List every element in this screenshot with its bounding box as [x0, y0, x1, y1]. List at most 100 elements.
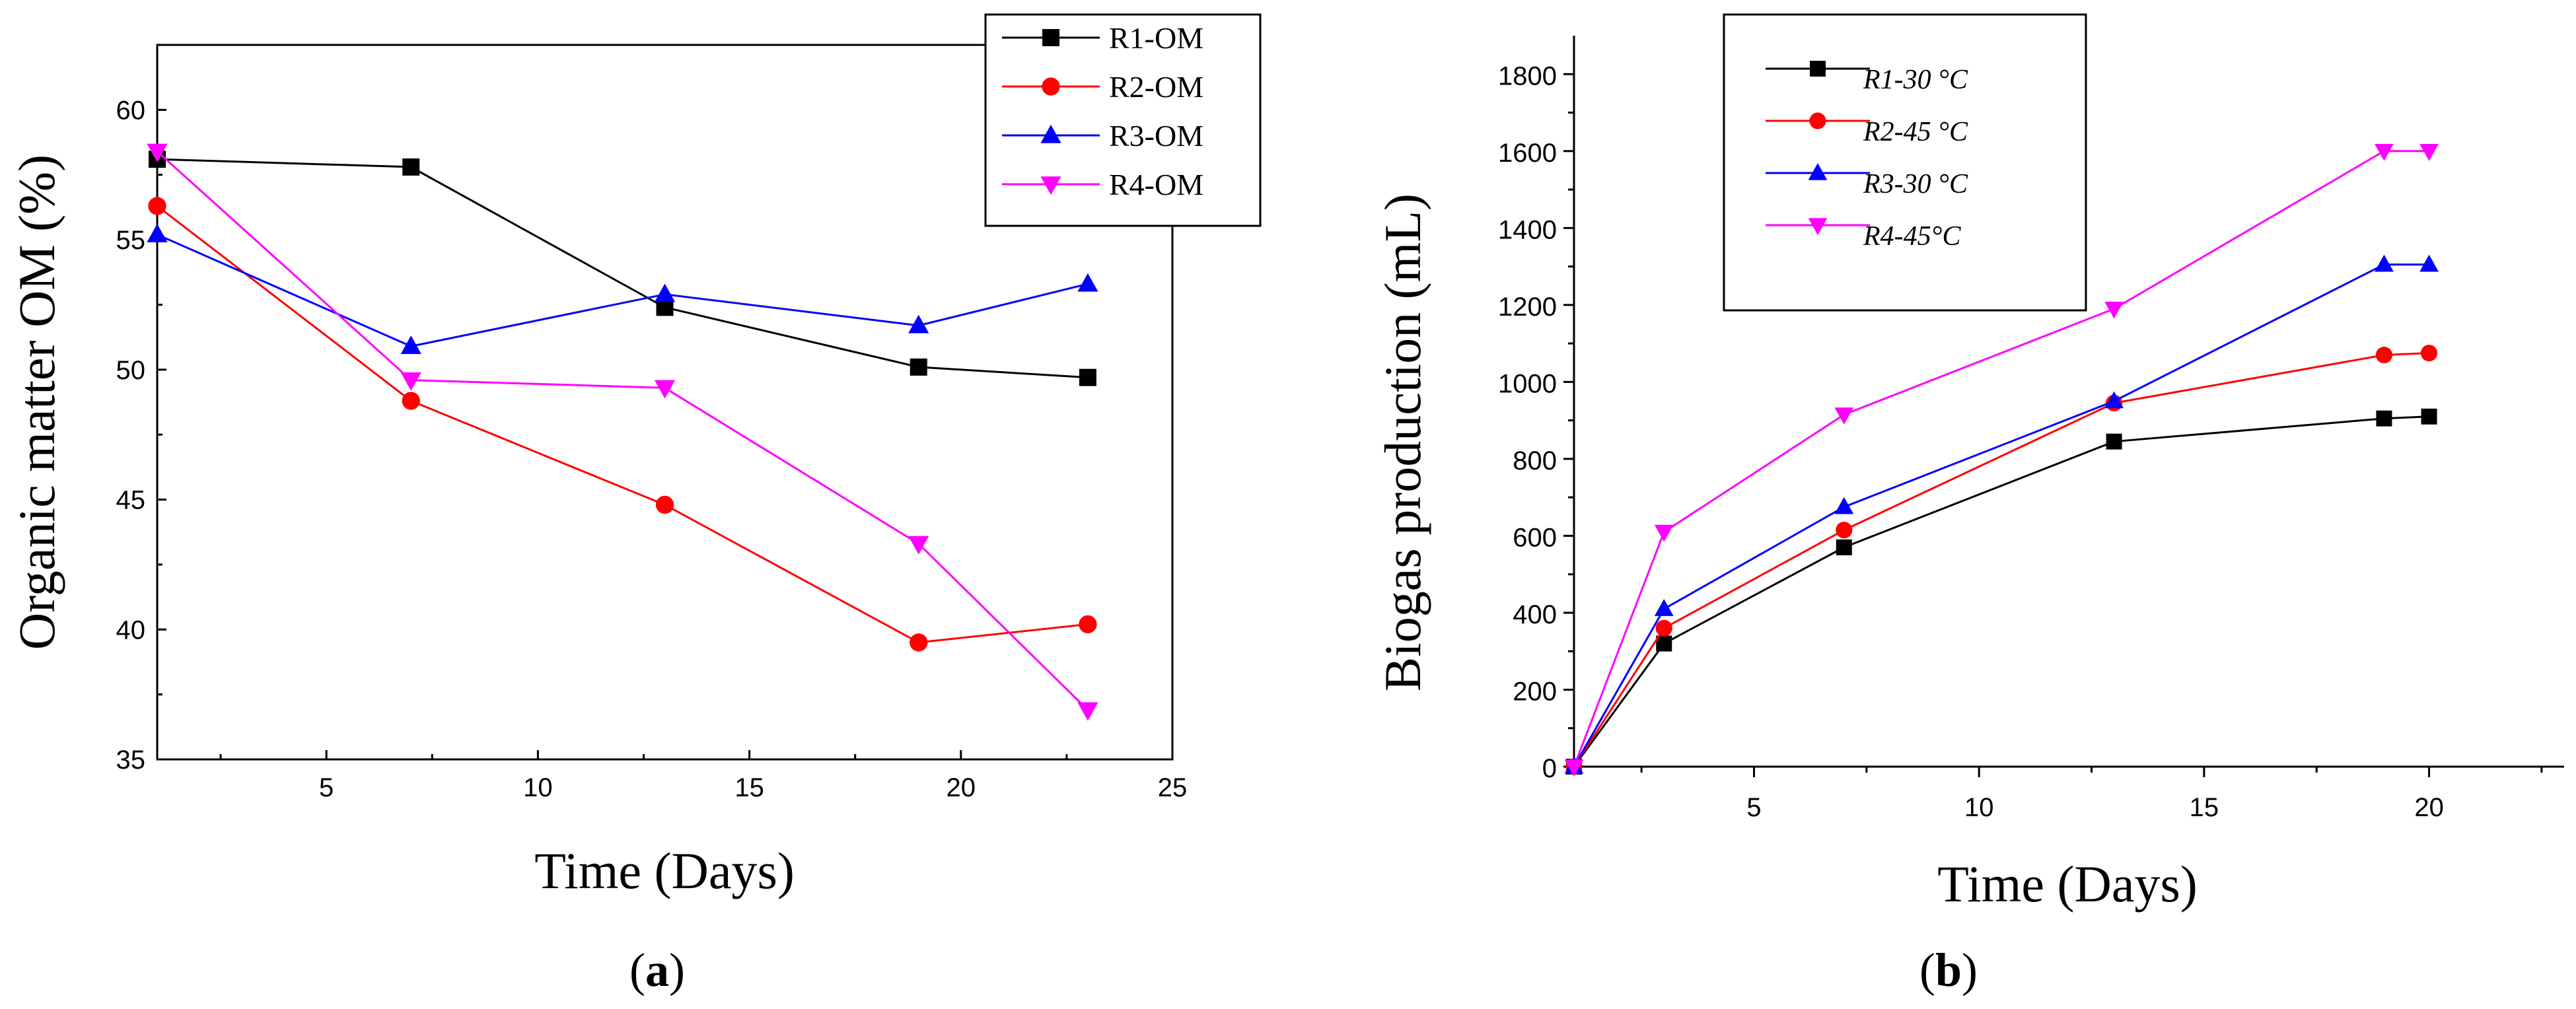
- legend-entry-r3-30-c: R3-30 °C: [1766, 163, 1968, 199]
- chart-a-ticks: 5 10 15 20 25 35 40 45 50 55 60: [116, 96, 1188, 802]
- chart-a-ytick-label: 60: [116, 96, 146, 125]
- data-point-r1-30-c: [2376, 410, 2392, 427]
- data-point-r3-30-c: [2375, 254, 2394, 272]
- chart-b-xtick-label: 10: [1964, 793, 1994, 822]
- chart-b-series: [1564, 143, 2439, 777]
- legend-label: R3-30 °C: [1863, 169, 1968, 199]
- legend-label: R3-OM: [1109, 119, 1203, 153]
- chart-b-xlabel: Time (Days): [1937, 855, 2198, 913]
- chart-b-ylabel: Biogas production (mL): [1374, 193, 1431, 691]
- legend-entry-r4-45-c: R4-45°C: [1766, 218, 1961, 252]
- legend-marker: [1042, 77, 1060, 96]
- series-line-r1-om: [157, 158, 1089, 379]
- chart-b-ytick-label: 1400: [1498, 215, 1557, 244]
- data-point-r4-om: [400, 372, 421, 391]
- data-point-r1-30-c: [1656, 635, 1672, 652]
- series-line-r4-om: [156, 151, 1089, 711]
- data-point-r3-30-c: [2104, 391, 2124, 409]
- legend-marker: [1808, 218, 1828, 235]
- series-line-r2-om: [157, 205, 1089, 644]
- data-point-r2-45-c: [2420, 345, 2438, 362]
- chart-a-series: [147, 143, 1098, 721]
- legend-marker: [1810, 61, 1826, 77]
- legend-label: R2-45 °C: [1863, 117, 1968, 147]
- data-point-r3-om: [654, 283, 676, 302]
- chart-b-xtick-label: 20: [2414, 793, 2444, 822]
- chart-a-xtick-label: 25: [1158, 773, 1188, 802]
- legend-entry-r1-30-c: R1-30 °C: [1766, 61, 1968, 95]
- chart-a-xtick-label: 20: [947, 773, 976, 802]
- series-r3-30-c: [1564, 254, 2439, 774]
- chart-a-xlabel: Time (Days): [534, 842, 795, 899]
- data-point-r3-30-c: [1654, 599, 1674, 616]
- chart-a-ytick-label: 45: [116, 486, 146, 515]
- data-point-r3-30-c: [2419, 254, 2439, 272]
- chart-a-legend-box: [984, 13, 1262, 227]
- chart-a-ytick-label: 35: [116, 746, 146, 775]
- chart-b-ytick-label: 1600: [1498, 139, 1557, 168]
- data-point-r4-45-c: [1654, 524, 1674, 542]
- legend-marker: [1809, 112, 1826, 129]
- data-point-r4-om: [654, 380, 676, 399]
- chart-b-ytick-label: 1200: [1498, 293, 1557, 322]
- data-point-r1-30-c: [1836, 539, 1852, 555]
- data-point-r4-45-c: [1564, 759, 1584, 777]
- data-point-r4-45-c: [2104, 301, 2124, 319]
- data-point-r3-30-c: [1834, 497, 1854, 514]
- data-point-r4-45-c: [2375, 143, 2394, 161]
- legend-entry-r3-om: R3-OM: [1002, 119, 1203, 153]
- legend-label: R2-OM: [1109, 70, 1203, 104]
- chart-a-ytick-label: 50: [116, 356, 146, 385]
- data-point-r3-om: [908, 314, 929, 333]
- data-point-r1-30-c: [2421, 408, 2437, 425]
- series-line-r2-45-c: [1573, 352, 2429, 767]
- data-point-r2-om: [910, 633, 928, 652]
- chart-b-ytick-label: 0: [1542, 754, 1557, 783]
- data-point-r4-45-c: [1834, 407, 1854, 425]
- series-line-r4-45-c: [1573, 150, 2429, 767]
- legend-entry-r1-om: R1-OM: [1002, 21, 1203, 55]
- chart-b-ytick-label: 400: [1513, 600, 1557, 629]
- legend-label: R4-OM: [1109, 168, 1203, 201]
- data-point-r3-om: [147, 223, 168, 242]
- data-point-r1-om: [910, 358, 927, 376]
- chart-a-xtick-label: 15: [734, 773, 764, 802]
- chart-a-plot-frame: [156, 44, 1174, 761]
- series-line-r1-30-c: [1573, 415, 2429, 767]
- data-point-r3-om: [1077, 273, 1098, 292]
- chart-b-ytick-label: 1800: [1498, 61, 1557, 90]
- chart-a-legend: R1-OM R2-OM R3-OM R4-OM: [984, 13, 1262, 227]
- legend-label: R1-OM: [1109, 21, 1203, 55]
- legend-marker: [1808, 163, 1828, 180]
- legend-entry-r2-45-c: R2-45 °C: [1766, 112, 1968, 147]
- data-point-r2-45-c: [2375, 346, 2393, 364]
- data-point-r1-om: [1079, 368, 1096, 386]
- chart-b-panel-label: (b): [1919, 944, 1978, 996]
- chart-a-panel-label: (a): [629, 944, 685, 996]
- data-point-r2-om: [1079, 615, 1097, 634]
- legend-marker: [1040, 124, 1061, 143]
- chart-a-xtick-label: 10: [523, 773, 553, 802]
- data-point-r4-om: [147, 143, 168, 162]
- data-point-r4-om: [908, 536, 929, 555]
- legend-entry-r2-om: R2-OM: [1002, 70, 1203, 104]
- chart-b: 5 10 15 20020040060080010001200140016001800…: [1374, 13, 2564, 996]
- series-r1-30-c: [1566, 408, 2437, 775]
- legend-label: R4-45°C: [1863, 221, 1961, 252]
- series-r2-45-c: [1565, 345, 2438, 775]
- data-point-r2-om: [402, 392, 420, 410]
- legend-entry-r4-om: R4-OM: [1002, 168, 1203, 201]
- data-point-r4-45-c: [2419, 143, 2439, 161]
- data-point-r1-om: [402, 158, 420, 176]
- chart-a-ytick-label: 40: [116, 615, 146, 644]
- chart-b-ytick-label: 800: [1513, 446, 1557, 475]
- series-r4-45-c: [1564, 143, 2439, 777]
- chart-a-ytick-label: 55: [116, 226, 146, 255]
- series-r2-om: [148, 197, 1097, 652]
- legend-label: R1-30 °C: [1863, 65, 1968, 95]
- data-point-r1-30-c: [2106, 433, 2122, 450]
- series-r1-om: [149, 151, 1096, 386]
- chart-b-ytick-label: 600: [1513, 523, 1557, 552]
- series-r4-om: [147, 143, 1098, 721]
